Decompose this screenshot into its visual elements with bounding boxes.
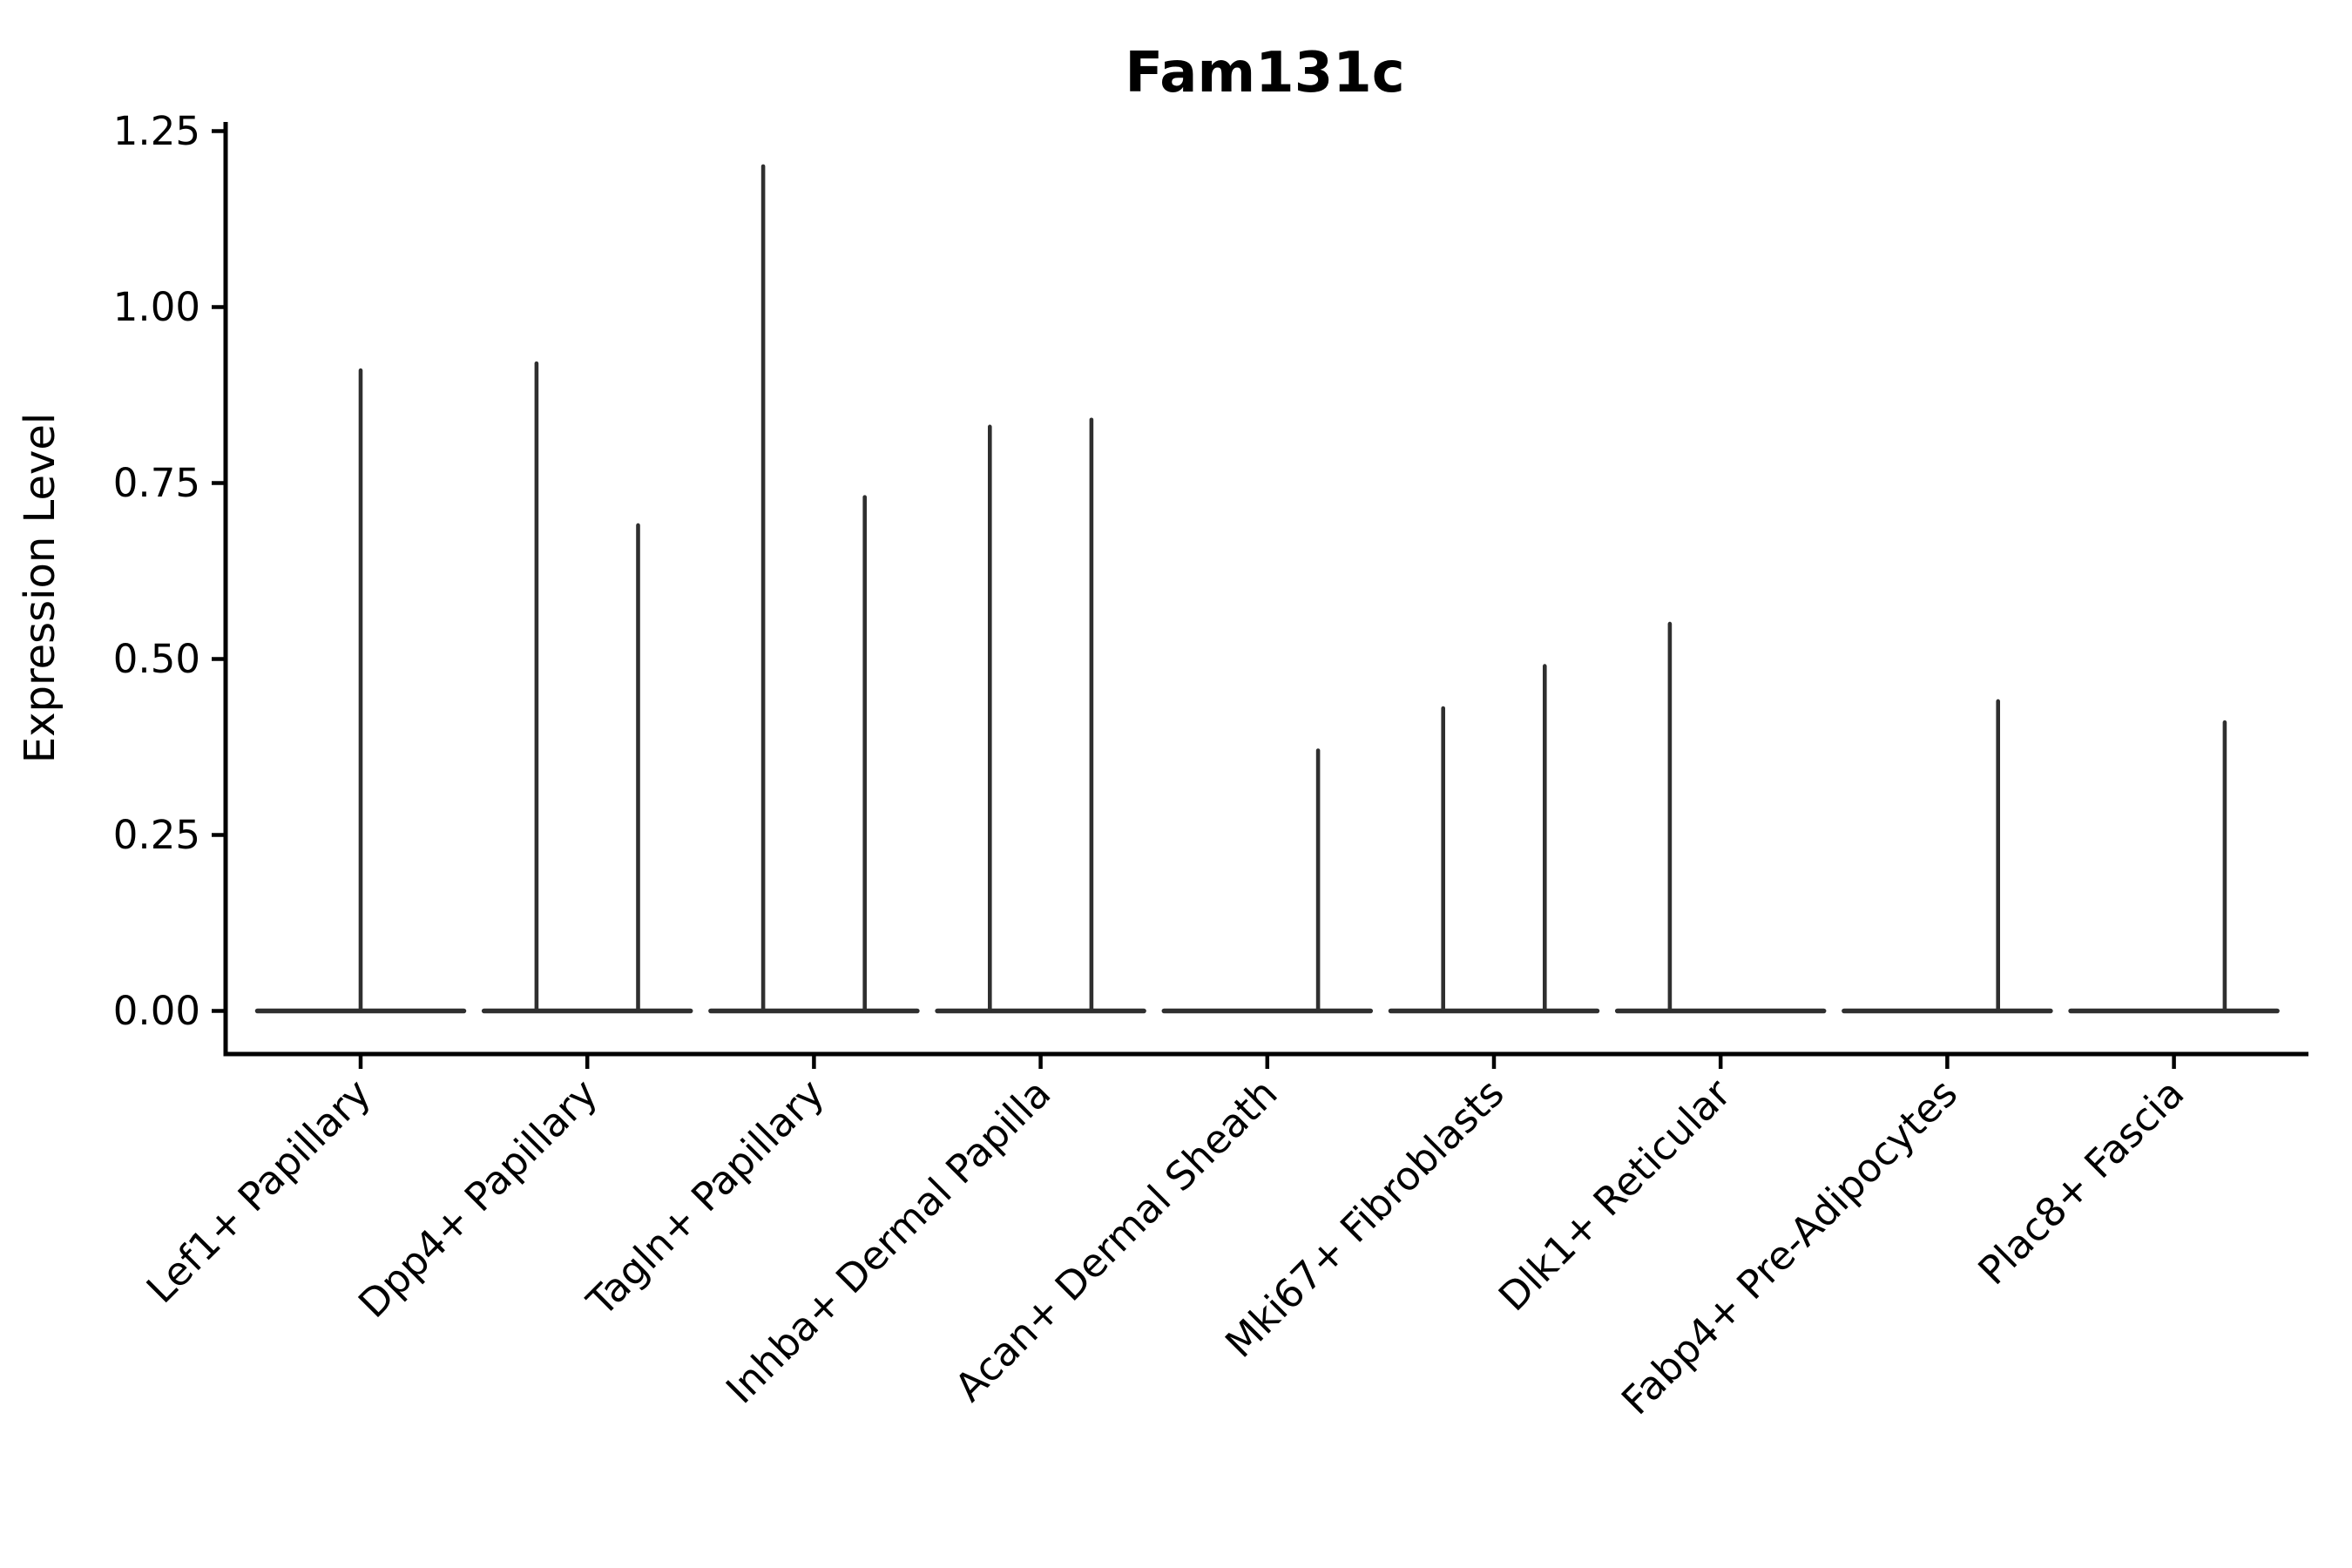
violins — [254, 164, 2280, 1014]
violin-group — [1388, 664, 1600, 1014]
x-axis-tick-label: Lef1+ Papillary — [138, 1070, 380, 1312]
y-axis-label: Expression Level — [16, 413, 64, 764]
y-axis-tick-label: 1.00 — [113, 284, 200, 330]
chart-title: Fam131c — [1125, 41, 1404, 105]
violin-group — [935, 417, 1146, 1014]
x-axis-tick-label: Dlk1+ Reticular — [1490, 1070, 1740, 1320]
y-axis-tick-label: 0.00 — [113, 988, 200, 1034]
violin-group — [708, 164, 920, 1014]
y-axis-tick-label: 0.50 — [113, 636, 200, 682]
violin-group — [254, 368, 467, 1014]
x-axis-tick-label: Dpp4+ Papillary — [349, 1070, 606, 1327]
y-axis-tick-label: 0.25 — [113, 812, 200, 858]
x-axis-tick-label: Plac8+ Fascia — [1970, 1070, 2193, 1294]
y-axis-tick-label: 1.25 — [113, 108, 200, 154]
x-axis-tick-label: Tagln+ Papillary — [578, 1070, 833, 1325]
violin-group — [1842, 699, 2053, 1014]
y-axis-tick-label: 0.75 — [113, 460, 200, 506]
y-axis-ticks: 0.00 0.25 0.50 0.75 1.00 1.25 — [113, 108, 226, 1034]
violin-group — [2068, 720, 2280, 1014]
x-axis-ticks — [358, 1054, 2176, 1069]
violin-group — [1161, 748, 1374, 1014]
violin-group — [1614, 621, 1827, 1014]
violin-group — [481, 361, 693, 1014]
